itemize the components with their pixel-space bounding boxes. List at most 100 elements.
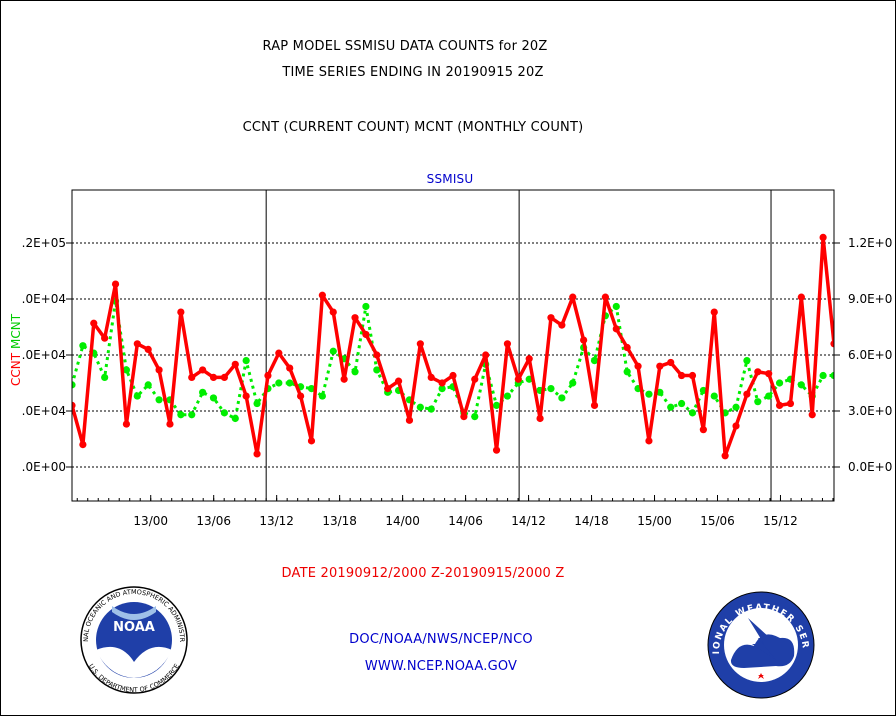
- data-point-ccnt: [318, 291, 326, 299]
- y-tick-label-right: 1.2E+0: [848, 236, 892, 250]
- data-point-ccnt: [405, 416, 414, 424]
- data-point-mcnt: [253, 399, 261, 408]
- data-point-ccnt: [536, 414, 544, 423]
- data-point-mcnt: [177, 411, 185, 419]
- data-point-ccnt: [188, 373, 196, 381]
- data-point-ccnt: [122, 420, 131, 428]
- data-point-mcnt: [318, 392, 326, 400]
- data-point-mcnt: [351, 368, 359, 376]
- y-tick-label-right: 9.0E+0: [848, 292, 892, 306]
- data-point-mcnt: [743, 357, 751, 365]
- data-point-ccnt: [264, 371, 272, 380]
- x-tick-label: 14/18: [574, 514, 609, 528]
- data-point-ccnt: [819, 233, 827, 241]
- data-point-mcnt: [72, 381, 76, 389]
- data-point-ccnt: [678, 371, 686, 380]
- data-point-ccnt: [743, 390, 751, 398]
- y-tick-label-right: 3.0E+0: [848, 404, 892, 418]
- y-tick-label-right: 6.0E+0: [848, 348, 892, 362]
- data-point-mcnt: [329, 347, 337, 355]
- y-tick-label-left: .0E+00: [22, 460, 66, 474]
- data-point-ccnt: [329, 308, 337, 316]
- data-point-ccnt: [253, 450, 261, 458]
- data-point-ccnt: [362, 330, 370, 339]
- y-axis-label-ccnt: CCNT: [9, 352, 23, 386]
- data-point-ccnt: [580, 336, 588, 344]
- data-point-ccnt: [797, 293, 805, 301]
- data-point-ccnt: [547, 314, 555, 322]
- data-point-ccnt: [710, 308, 718, 316]
- data-point-ccnt: [79, 441, 87, 449]
- data-point-ccnt: [525, 355, 533, 363]
- data-point-ccnt: [220, 373, 228, 381]
- data-point-ccnt: [482, 351, 490, 359]
- data-point-mcnt: [645, 390, 653, 398]
- data-point-ccnt: [416, 340, 424, 348]
- noaa-center-text: NOAA: [113, 620, 155, 635]
- data-point-ccnt: [623, 343, 631, 352]
- x-tick-label: 13/00: [133, 514, 168, 528]
- data-point-mcnt: [133, 392, 141, 400]
- data-point-mcnt: [667, 403, 675, 411]
- data-point-ccnt: [808, 411, 816, 419]
- x-tick-label: 14/12: [511, 514, 546, 528]
- x-tick-label: 13/18: [322, 514, 357, 528]
- data-point-mcnt: [547, 385, 555, 393]
- data-point-ccnt: [286, 364, 294, 372]
- y-axis-label-mcnt: MCNT: [9, 313, 23, 349]
- data-point-mcnt: [286, 379, 294, 387]
- x-tick-label: 15/06: [700, 514, 735, 528]
- data-point-ccnt: [471, 375, 479, 383]
- data-point-ccnt: [427, 373, 435, 381]
- data-point-mcnt: [775, 379, 784, 387]
- data-point-mcnt: [558, 394, 566, 402]
- grid-layer: [72, 190, 834, 501]
- data-point-mcnt: [220, 409, 228, 417]
- legend-caption: CCNT (CURRENT COUNT) MCNT (MONTHLY COUNT…: [242, 120, 584, 135]
- data-point-mcnt: [155, 396, 163, 404]
- data-point-ccnt: [775, 401, 784, 409]
- x-tick-label: 15/12: [763, 514, 798, 528]
- data-point-ccnt: [656, 362, 664, 370]
- x-tick-label: 13/12: [259, 514, 294, 528]
- data-point-mcnt: [765, 392, 773, 400]
- data-point-mcnt: [79, 342, 87, 350]
- data-point-ccnt: [307, 437, 316, 445]
- data-point-ccnt: [558, 321, 566, 329]
- data-point-ccnt: [492, 446, 501, 454]
- data-point-ccnt: [503, 340, 512, 348]
- data-point-mcnt: [688, 409, 697, 417]
- data-point-ccnt: [765, 370, 773, 378]
- series-line-ccnt: [72, 235, 834, 458]
- data-point-ccnt: [612, 325, 620, 333]
- x-tick-label: 14/00: [385, 514, 420, 528]
- data-point-ccnt: [373, 351, 381, 359]
- data-point-ccnt: [438, 379, 446, 387]
- x-tick-label: 14/06: [448, 514, 483, 528]
- data-point-mcnt: [188, 411, 196, 419]
- data-point-ccnt: [394, 377, 403, 385]
- data-point-ccnt: [231, 360, 239, 368]
- data-point-mcnt: [275, 379, 283, 387]
- data-point-mcnt: [830, 371, 834, 380]
- data-point-ccnt: [721, 452, 729, 460]
- series-layer: [72, 233, 834, 460]
- chart-title: RAP MODEL SSMISU DATA COUNTS for 20Z: [262, 39, 548, 54]
- data-point-ccnt: [275, 349, 283, 357]
- data-point-ccnt: [732, 422, 740, 430]
- data-point-mcnt: [209, 394, 218, 402]
- data-point-ccnt: [297, 392, 305, 400]
- data-point-ccnt: [667, 358, 675, 367]
- data-point-ccnt: [166, 420, 174, 428]
- data-point-mcnt: [503, 392, 512, 400]
- footer-www-link: WWW.NCEP.NOAA.GOV: [364, 659, 518, 674]
- data-point-ccnt: [199, 366, 207, 374]
- footer-doc-link: DOC/NOAA/NWS/NCEP/NCO: [349, 632, 533, 647]
- data-point-mcnt: [754, 398, 762, 406]
- data-point-mcnt: [427, 405, 435, 413]
- data-point-mcnt: [590, 357, 599, 365]
- data-point-ccnt: [449, 371, 457, 380]
- data-point-ccnt: [340, 375, 348, 383]
- data-point-ccnt: [101, 334, 109, 342]
